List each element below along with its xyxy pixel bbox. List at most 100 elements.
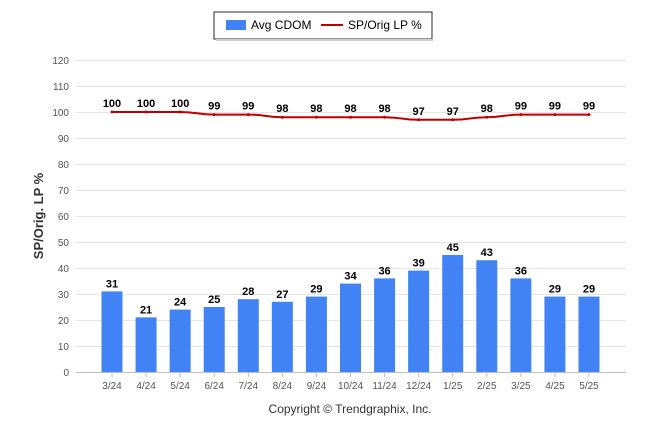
line-point: [178, 110, 182, 114]
x-tick-label: 3/24: [102, 381, 122, 392]
x-tick-label: 5/24: [170, 381, 190, 392]
line-point: [451, 118, 455, 122]
bar: [578, 296, 600, 372]
bar: [237, 299, 259, 372]
bar: [408, 270, 430, 372]
y-tick-label: 60: [58, 212, 70, 223]
bar: [101, 291, 123, 372]
bar: [305, 296, 327, 372]
x-axis-ticks: 3/24 4/24 5/24 6/24 7/24 8/24 9/24 10/24 11/24 12…: [102, 372, 599, 392]
y-tick-label: 20: [58, 316, 70, 327]
line-sp-orig-lp: [110, 110, 591, 122]
bar-data-label: 45: [447, 242, 459, 254]
x-tick-label: 5/25: [579, 381, 599, 392]
line-data-label: 99: [208, 101, 220, 113]
line-point: [280, 115, 284, 119]
x-tick-label: 4/24: [136, 381, 156, 392]
line-data-label: 100: [103, 98, 121, 110]
line-data-label: 99: [583, 101, 595, 113]
legend-label-avg-cdom: Avg CDOM: [251, 18, 311, 32]
line-point: [553, 113, 557, 117]
line-data-label: 97: [447, 106, 459, 118]
line-data-label: 100: [137, 98, 155, 110]
bar-data-label: 39: [413, 258, 425, 270]
x-tick-label: 11/24: [372, 381, 397, 392]
line-point: [246, 113, 250, 117]
x-tick-label: 12/24: [406, 381, 431, 392]
bar-data-label: 36: [378, 265, 390, 277]
line-point: [144, 110, 148, 114]
bar-data-label: 43: [481, 247, 493, 259]
line-data-label: 98: [344, 103, 356, 115]
bar-labels: 31 21 24 25 28 27 29 34 36 39 45 43 36 29 29: [106, 242, 595, 316]
legend: Avg CDOM SP/Orig LP %: [213, 11, 433, 41]
y-tick-label: 120: [52, 56, 69, 67]
y-tick-label: 110: [53, 82, 69, 93]
bar-data-label: 29: [583, 284, 595, 296]
x-tick-label: 3/25: [511, 381, 531, 392]
bar: [442, 255, 464, 372]
bar: [374, 278, 396, 372]
copyright-text: Copyright © Trendgraphix, Inc.: [269, 402, 432, 416]
line-data-label: 98: [276, 103, 288, 115]
line-data-label: 98: [481, 103, 493, 115]
line-point: [349, 115, 352, 119]
legend-swatch-avg-cdom: [226, 20, 246, 30]
x-tick-label: 10/24: [338, 381, 363, 392]
bar-data-label: 25: [208, 294, 220, 306]
line-point: [110, 110, 114, 114]
bar: [169, 309, 191, 372]
x-tick-label: 7/24: [239, 381, 259, 392]
x-tick-label: 4/25: [545, 381, 565, 392]
line-point: [485, 115, 489, 119]
bar-data-label: 31: [106, 278, 118, 290]
line-data-label: 99: [242, 101, 254, 113]
line-data-label: 100: [171, 98, 189, 110]
line-data-label: 98: [378, 103, 390, 115]
y-tick-label: 40: [58, 264, 70, 275]
x-tick-label: 9/24: [307, 381, 327, 392]
bar: [476, 260, 498, 372]
line-point: [383, 115, 387, 119]
line-point: [417, 118, 421, 122]
bar-data-label: 34: [344, 271, 357, 283]
line-data-label: 99: [549, 101, 561, 113]
bar: [271, 301, 293, 372]
line-point: [519, 113, 523, 117]
line-point: [587, 113, 591, 117]
bar: [135, 317, 157, 372]
x-tick-label: 6/24: [204, 381, 224, 392]
y-tick-label: 90: [58, 134, 70, 145]
y-tick-label: 30: [58, 290, 70, 301]
bar-data-label: 36: [515, 265, 527, 277]
line-data-label: 99: [515, 101, 527, 113]
bars-avg-cdom: [101, 255, 600, 372]
bar-data-label: 29: [549, 284, 561, 296]
bar: [340, 283, 361, 372]
bar-data-label: 28: [242, 286, 254, 298]
x-tick-label: 1/25: [443, 381, 463, 392]
x-tick-label: 2/25: [477, 381, 497, 392]
y-tick-label: 70: [58, 186, 70, 197]
y-axis-ticks: 0 10 20 30 40 50 60 70 80 90 100 110 120: [52, 56, 69, 379]
bar-data-label: 24: [174, 297, 187, 309]
y-tick-label: 0: [63, 368, 69, 379]
y-axis-label: SP/Orig. LP %: [31, 172, 46, 259]
line-data-label: 97: [413, 106, 425, 118]
bar-data-label: 21: [140, 304, 152, 316]
y-tick-label: 100: [52, 108, 69, 119]
x-tick-label: 8/24: [273, 381, 293, 392]
y-tick-label: 50: [58, 238, 70, 249]
legend-label-sp-orig-lp: SP/Orig LP %: [348, 18, 422, 32]
line-point: [212, 113, 216, 117]
line-data-label: 98: [310, 103, 322, 115]
y-tick-label: 10: [58, 342, 70, 353]
line-labels: 100 100 100 99 99 98 98 98 98 97 97 98 99 99 99: [103, 98, 595, 118]
y-tick-label: 80: [58, 160, 70, 171]
bar-data-label: 27: [276, 289, 288, 301]
bar: [203, 307, 225, 372]
bar: [510, 278, 532, 372]
line-point: [314, 115, 318, 119]
